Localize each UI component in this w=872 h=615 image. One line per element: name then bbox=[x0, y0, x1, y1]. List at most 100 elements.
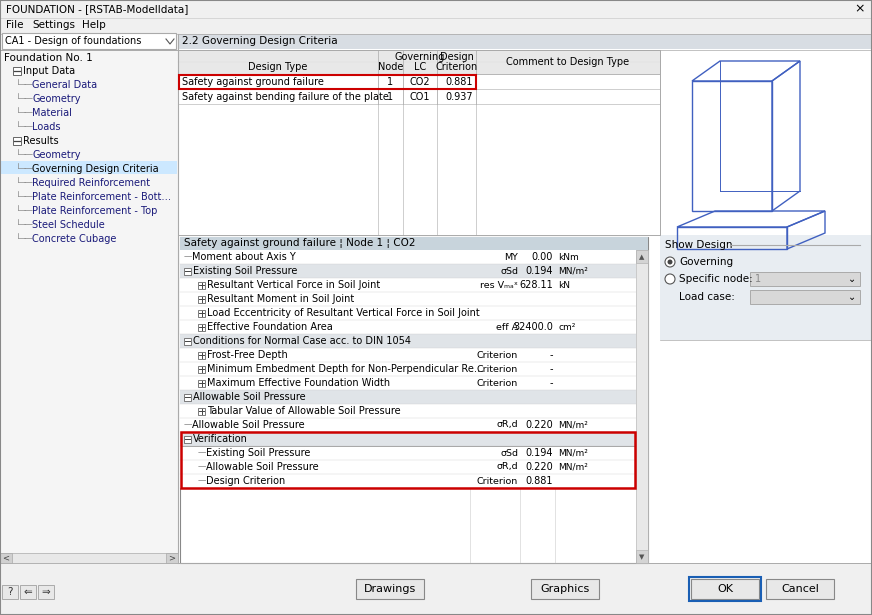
Circle shape bbox=[665, 257, 675, 267]
Bar bbox=[0, 34, 178, 563]
Text: CA1 - Design of foundations: CA1 - Design of foundations bbox=[5, 36, 141, 46]
Bar bbox=[2, 585, 18, 599]
Text: MN/m²: MN/m² bbox=[558, 462, 588, 472]
Text: LC: LC bbox=[414, 62, 426, 72]
Text: —: — bbox=[24, 81, 33, 90]
Text: MN/m²: MN/m² bbox=[558, 448, 588, 458]
Text: Show Design: Show Design bbox=[665, 240, 732, 250]
Bar bbox=[178, 50, 660, 74]
Text: 2.2 Governing Design Criteria: 2.2 Governing Design Criteria bbox=[182, 36, 337, 47]
Bar bbox=[0, 563, 872, 615]
Text: eff A: eff A bbox=[496, 322, 518, 331]
Text: Criterion: Criterion bbox=[435, 62, 478, 72]
Text: —: — bbox=[24, 178, 33, 188]
Text: <: < bbox=[3, 554, 10, 563]
Text: -: - bbox=[549, 364, 553, 374]
Text: Steel Schedule: Steel Schedule bbox=[32, 220, 105, 230]
Bar bbox=[179, 74, 476, 89]
Bar bbox=[692, 81, 772, 211]
Text: CO2: CO2 bbox=[410, 77, 430, 87]
Text: Load case:: Load case: bbox=[679, 292, 735, 302]
Text: Frost-Free Depth: Frost-Free Depth bbox=[207, 350, 288, 360]
Text: Help: Help bbox=[82, 20, 106, 31]
Bar bbox=[180, 264, 636, 278]
Text: ?: ? bbox=[7, 587, 13, 597]
Text: ⇐: ⇐ bbox=[24, 587, 32, 597]
Bar bbox=[180, 460, 636, 474]
Bar bbox=[13, 67, 21, 75]
Text: Input Data: Input Data bbox=[23, 66, 75, 76]
Bar bbox=[20, 585, 36, 599]
Text: 0.00: 0.00 bbox=[532, 252, 553, 262]
Text: Results: Results bbox=[23, 136, 58, 146]
Text: ⌄: ⌄ bbox=[848, 274, 856, 284]
Bar bbox=[180, 292, 636, 306]
Bar bbox=[198, 352, 205, 359]
Text: Effective Foundation Area: Effective Foundation Area bbox=[207, 322, 333, 332]
Bar bbox=[184, 338, 191, 344]
Text: —: — bbox=[24, 192, 33, 202]
Text: Moment about Axis Y: Moment about Axis Y bbox=[192, 252, 296, 262]
Text: Allowable Soil Pressure: Allowable Soil Pressure bbox=[193, 392, 305, 402]
Bar bbox=[198, 282, 205, 288]
Text: ⌄: ⌄ bbox=[848, 292, 856, 302]
Bar bbox=[198, 309, 205, 317]
Text: Comment to Design Type: Comment to Design Type bbox=[507, 57, 630, 67]
Text: Criterion: Criterion bbox=[477, 351, 518, 360]
Text: Loads: Loads bbox=[32, 122, 60, 132]
Bar bbox=[636, 250, 648, 263]
Bar bbox=[178, 50, 660, 235]
Bar bbox=[13, 137, 21, 145]
Text: —: — bbox=[24, 108, 33, 117]
Bar bbox=[198, 365, 205, 373]
Text: MN/m²: MN/m² bbox=[558, 421, 588, 429]
Bar bbox=[180, 278, 636, 292]
Text: —: — bbox=[24, 207, 33, 215]
Text: Plate Reinforcement - Top: Plate Reinforcement - Top bbox=[32, 206, 157, 216]
Bar bbox=[180, 250, 636, 264]
Text: CO1: CO1 bbox=[410, 92, 430, 102]
Bar bbox=[184, 435, 191, 443]
Text: Foundation No. 1: Foundation No. 1 bbox=[4, 53, 92, 63]
Text: Drawings: Drawings bbox=[364, 584, 416, 594]
Bar bbox=[766, 579, 834, 599]
Bar bbox=[178, 74, 660, 89]
Text: —: — bbox=[184, 253, 193, 261]
Text: 0.881: 0.881 bbox=[446, 77, 473, 87]
Text: Existing Soil Pressure: Existing Soil Pressure bbox=[193, 266, 297, 276]
Text: Allowable Soil Pressure: Allowable Soil Pressure bbox=[192, 420, 304, 430]
Text: —: — bbox=[24, 151, 33, 159]
Bar bbox=[180, 348, 636, 362]
Text: Tabular Value of Allowable Soil Pressure: Tabular Value of Allowable Soil Pressure bbox=[207, 406, 400, 416]
Circle shape bbox=[665, 274, 675, 284]
Text: Plate Reinforcement - Bott…: Plate Reinforcement - Bott… bbox=[32, 192, 171, 202]
Text: Design: Design bbox=[439, 52, 473, 62]
Text: Criterion: Criterion bbox=[477, 477, 518, 485]
Text: 0.220: 0.220 bbox=[525, 420, 553, 430]
Bar bbox=[178, 34, 872, 563]
Text: —: — bbox=[24, 164, 33, 173]
Text: 0.220: 0.220 bbox=[525, 462, 553, 472]
Text: ⇒: ⇒ bbox=[42, 587, 51, 597]
Bar bbox=[178, 50, 660, 235]
Bar bbox=[750, 272, 860, 286]
Bar bbox=[689, 577, 761, 601]
Text: kN: kN bbox=[558, 280, 570, 290]
Text: Resultant Moment in Soil Joint: Resultant Moment in Soil Joint bbox=[207, 294, 354, 304]
Text: Specific node:: Specific node: bbox=[679, 274, 753, 284]
Text: >: > bbox=[168, 554, 175, 563]
Text: —: — bbox=[184, 421, 193, 429]
Bar bbox=[636, 250, 648, 563]
Text: FOUNDATION - [RSTAB-Modelldata]: FOUNDATION - [RSTAB-Modelldata] bbox=[6, 4, 188, 14]
Text: Criterion: Criterion bbox=[477, 365, 518, 373]
Text: General Data: General Data bbox=[32, 80, 97, 90]
Text: ▲: ▲ bbox=[639, 254, 644, 260]
Bar bbox=[356, 579, 424, 599]
Text: —: — bbox=[24, 122, 33, 132]
Bar bbox=[198, 379, 205, 386]
Text: 1: 1 bbox=[387, 92, 393, 102]
Bar bbox=[180, 418, 636, 432]
Text: Required Reinforcement: Required Reinforcement bbox=[32, 178, 150, 188]
Text: Design Criterion: Design Criterion bbox=[206, 476, 285, 486]
Bar bbox=[180, 446, 636, 460]
